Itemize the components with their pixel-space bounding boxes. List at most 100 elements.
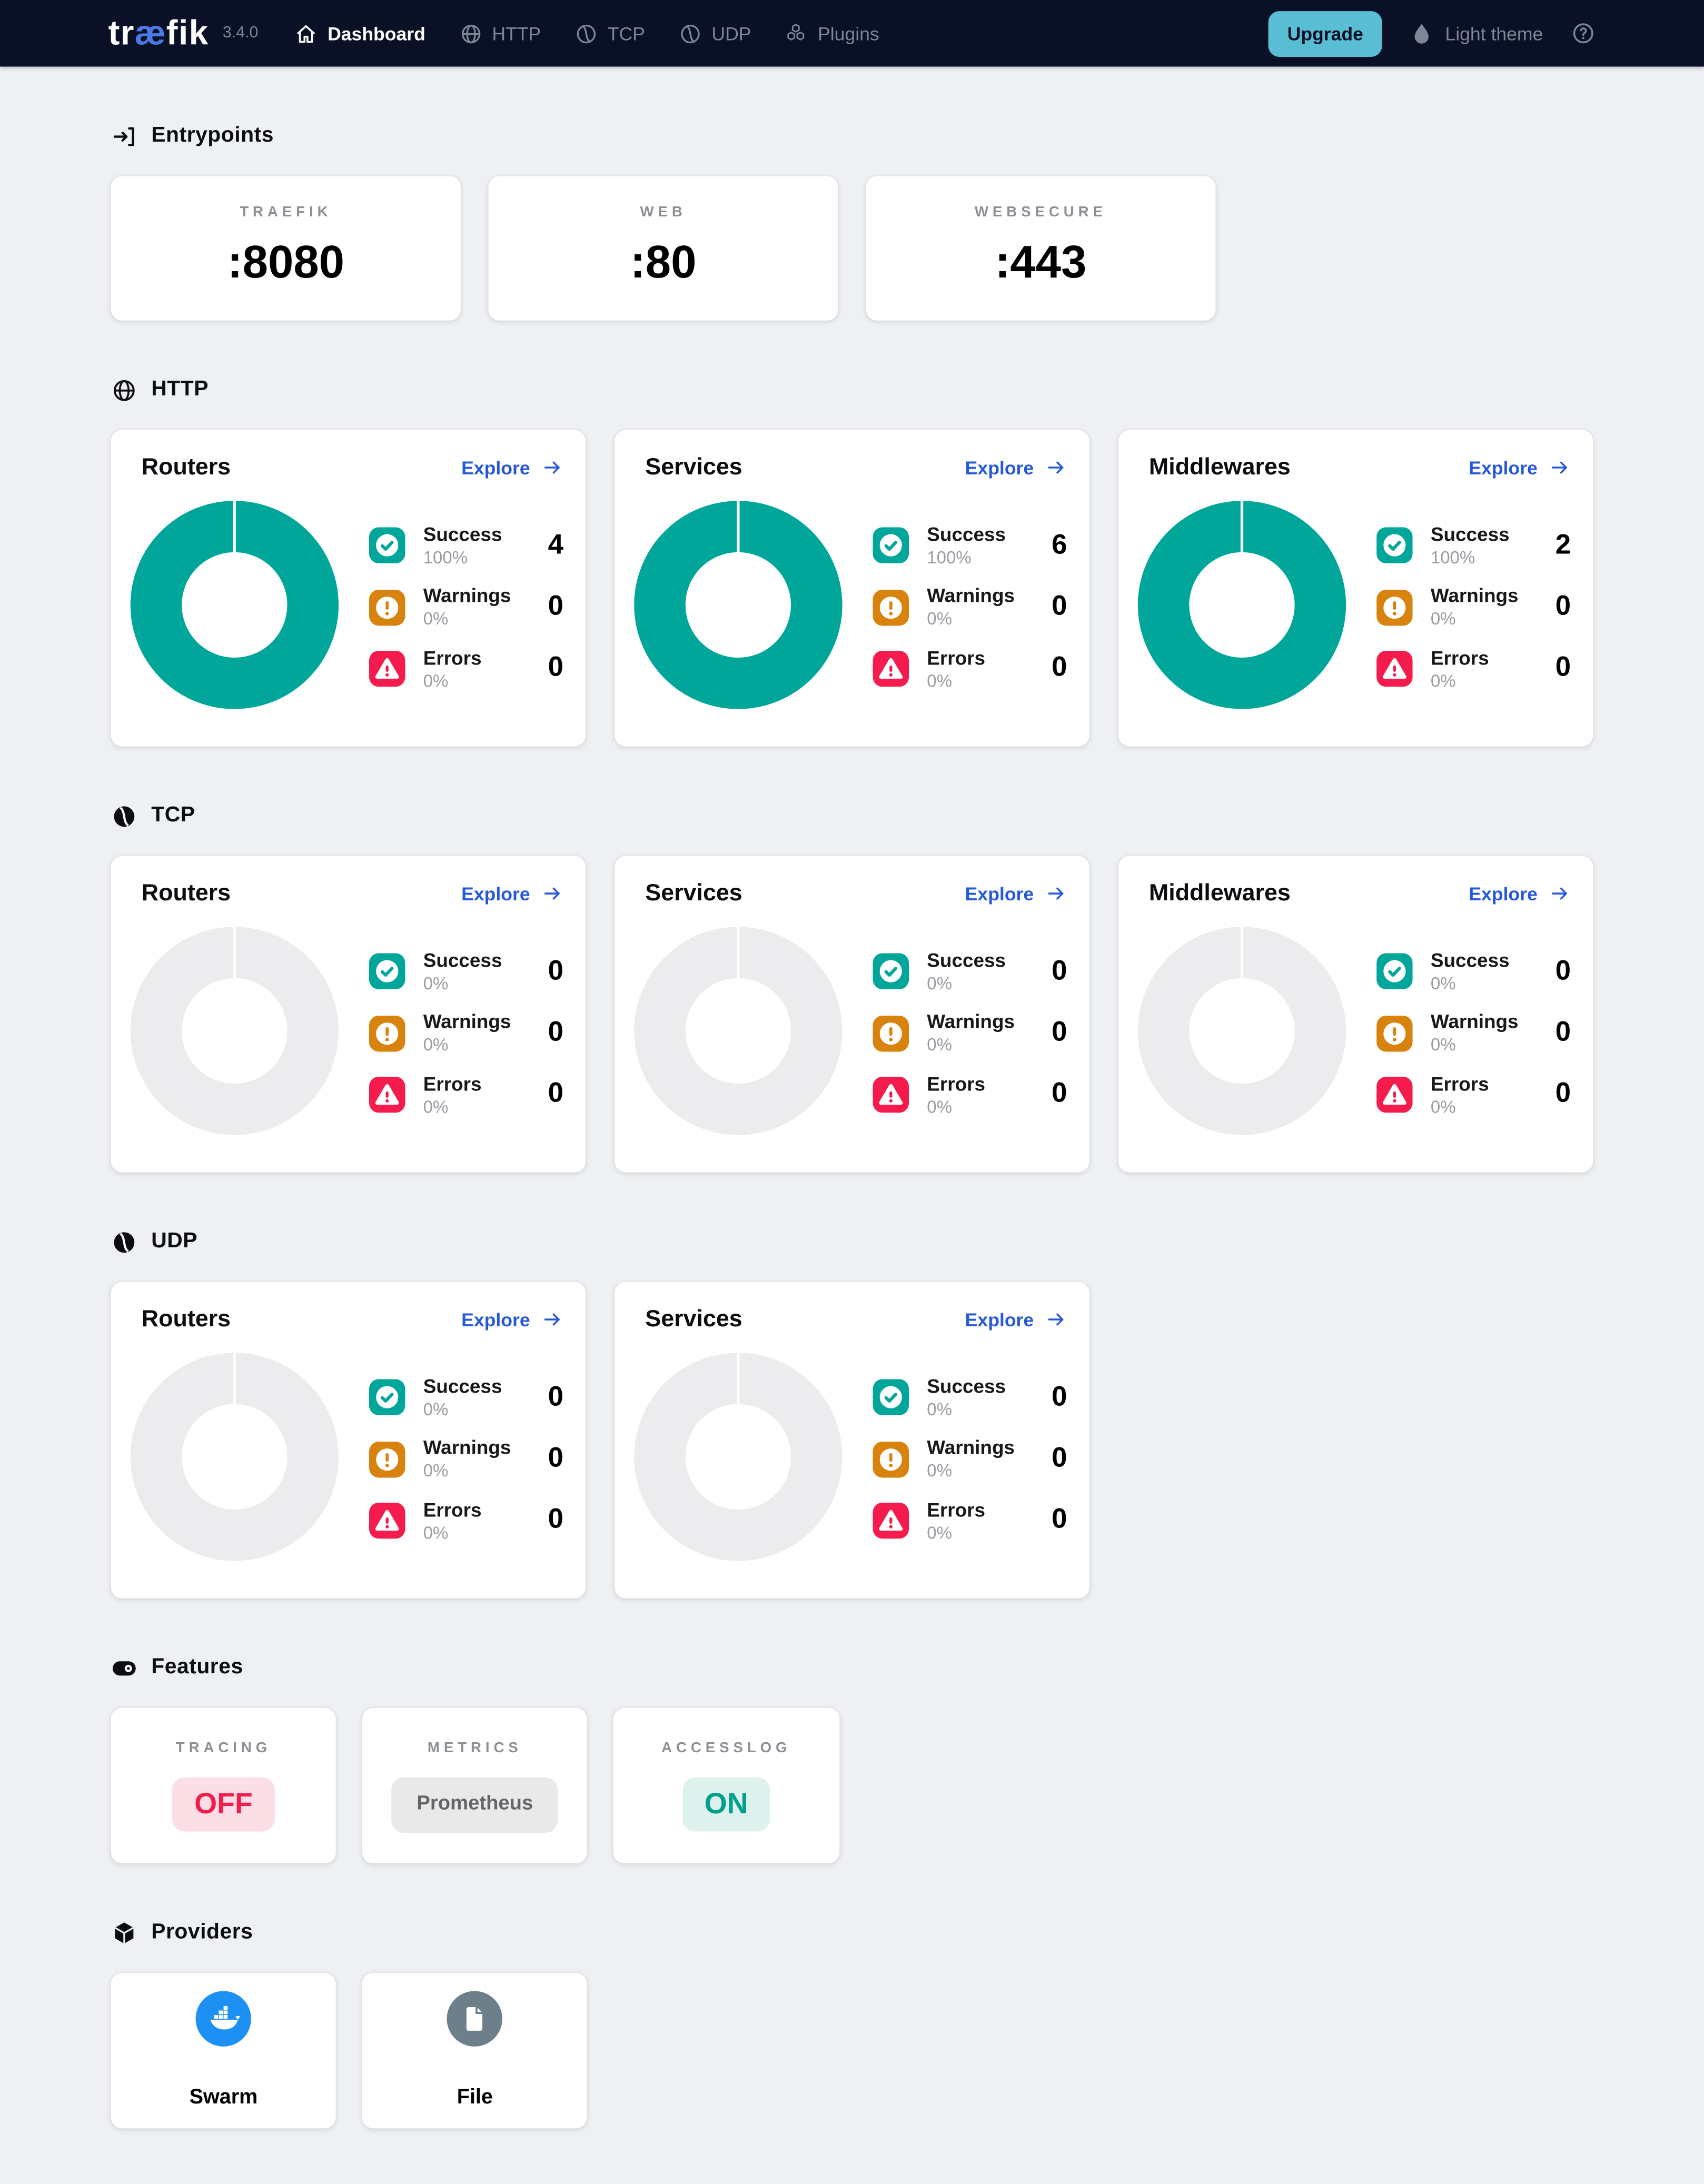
legend-row-warnings: Warnings 0% 0 (873, 1436, 1067, 1482)
legend-label: Warnings (927, 584, 1015, 607)
section-title: UDP (151, 1229, 198, 1253)
error-icon (1376, 1077, 1413, 1113)
donut-chart (634, 926, 843, 1135)
legend-label: Errors (927, 646, 986, 669)
docker-whale-icon (195, 1991, 252, 2047)
nav-item-udp[interactable]: UDP (678, 22, 751, 45)
legend-label: Errors (927, 1072, 986, 1095)
legend-label: Success (927, 522, 1006, 545)
explore-link[interactable]: Explore (965, 1308, 1067, 1331)
legend-count: 0 (548, 955, 563, 986)
providers-grid: Swarm File (111, 1973, 1593, 2129)
nav-item-plugins[interactable]: Plugins (785, 22, 879, 45)
entrypoint-port: :80 (630, 235, 697, 287)
features-grid: TRACING OFF METRICS Prometheus ACCESSLOG… (111, 1708, 1593, 1864)
explore-link[interactable]: Explore (965, 882, 1067, 905)
card-title: Routers (141, 453, 231, 480)
legend-row-warnings: Warnings 0% 0 (369, 1436, 563, 1482)
globe-icon (459, 22, 482, 45)
donut-chart (130, 926, 339, 1135)
explore-link[interactable]: Explore (461, 1308, 563, 1331)
legend-label: Errors (423, 1072, 482, 1095)
legend-percent: 0% (927, 974, 952, 994)
traefik-logo[interactable]: tr æ fik (108, 13, 209, 53)
upgrade-button[interactable]: Upgrade (1267, 10, 1383, 56)
explore-link[interactable]: Explore (1469, 456, 1571, 479)
legend-percent: 0% (423, 1399, 449, 1419)
card-title: Middlewares (1148, 879, 1291, 906)
legend-percent: 0% (423, 1035, 449, 1055)
legend-row-success: Success 0% 0 (369, 1375, 563, 1420)
warning-icon (873, 589, 909, 626)
legend-row-success: Success 0% 0 (369, 949, 563, 994)
legend-percent: 0% (927, 671, 952, 691)
legend-row-success: Success 100% 6 (873, 523, 1067, 568)
legend-percent: 100% (1430, 548, 1475, 568)
legend-percent: 0% (1430, 974, 1456, 994)
legend-row-success: Success 100% 4 (369, 523, 563, 568)
legend-row-warnings: Warnings 0% 0 (369, 584, 563, 630)
navbar-actions: Upgrade Light theme (1267, 10, 1596, 56)
legend-count: 0 (1555, 1017, 1571, 1048)
error-icon (369, 651, 405, 687)
legend-row-errors: Errors 0% 0 (873, 646, 1067, 691)
success-icon (873, 953, 909, 989)
legend-label: Errors (1430, 1072, 1489, 1095)
arrow-right-icon (1045, 456, 1067, 479)
entrypoint-name: WEB (640, 204, 687, 221)
legend-label: Success (927, 948, 1006, 971)
legend-count: 0 (1052, 1381, 1067, 1412)
success-icon (369, 953, 405, 989)
nav-item-label: TCP (607, 23, 645, 44)
entrypoint-card-traefik: TRAEFIK :8080 (111, 176, 461, 321)
error-icon (369, 1077, 405, 1113)
feature-status-badge: Prometheus (391, 1777, 558, 1833)
explore-link[interactable]: Explore (965, 456, 1067, 479)
explore-link[interactable]: Explore (461, 882, 563, 905)
legend-count: 0 (1052, 652, 1067, 683)
explore-link[interactable]: Explore (1469, 882, 1571, 905)
legend-row-warnings: Warnings 0% 0 (873, 584, 1067, 630)
legend-count: 0 (1555, 955, 1571, 986)
section-title: Entrypoints (151, 123, 274, 147)
nav-item-tcp[interactable]: TCP (574, 22, 645, 45)
arrow-right-icon (541, 456, 563, 479)
legend-percent: 0% (927, 1461, 952, 1481)
legend-count: 0 (548, 591, 563, 622)
arrow-right-icon (1045, 1308, 1067, 1331)
error-icon (873, 1503, 909, 1539)
provider-name: File (457, 2085, 493, 2109)
success-icon (369, 1379, 405, 1415)
legend: Success 100% 4 Warnings 0% 0 Errors 0% 0 (369, 523, 563, 691)
legend-label: Success (423, 522, 502, 545)
navbar: tr æ fik 3.4.0 Dashboard HTTP TCP UDP Pl (0, 0, 1704, 67)
legend: Success 0% 0 Warnings 0% 0 Errors 0% 0 (873, 1375, 1067, 1543)
legend-count: 0 (548, 1078, 563, 1109)
tcp-routers-card: Routers Explore Success 0% 0 Warnings 0% (111, 856, 586, 1173)
feature-name: METRICS (427, 1740, 522, 1757)
legend-percent: 0% (423, 609, 449, 629)
help-button[interactable] (1571, 21, 1596, 46)
theme-toggle[interactable]: Light theme (1411, 22, 1543, 45)
legend-count: 0 (548, 1443, 563, 1474)
explore-link[interactable]: Explore (461, 456, 563, 479)
entrypoints-grid: TRAEFIK :8080 WEB :80 WEBSECURE :443 (111, 176, 1593, 321)
entrypoint-port: :8080 (227, 235, 345, 287)
legend-label: Success (423, 1374, 502, 1397)
legend-percent: 0% (423, 1097, 449, 1117)
warning-icon (873, 1015, 909, 1051)
legend-label: Warnings (1430, 584, 1519, 607)
nav-item-dashboard[interactable]: Dashboard (294, 22, 425, 45)
legend-count: 0 (1052, 955, 1067, 986)
success-icon (1376, 527, 1413, 563)
legend-label: Success (423, 948, 502, 971)
section-title: Features (151, 1655, 243, 1679)
nav-item-http[interactable]: HTTP (459, 22, 541, 45)
warning-icon (369, 589, 405, 626)
dashboard-content: Entrypoints TRAEFIK :8080 WEB :80 WEBSEC… (0, 122, 1704, 2184)
http-routers-card: Routers Explore Success 100% 4 Warnings 0 (111, 430, 586, 747)
warning-icon (1376, 1015, 1413, 1051)
nav-item-label: HTTP (492, 23, 541, 44)
legend-percent: 0% (1430, 1035, 1456, 1055)
warning-icon (873, 1441, 909, 1477)
